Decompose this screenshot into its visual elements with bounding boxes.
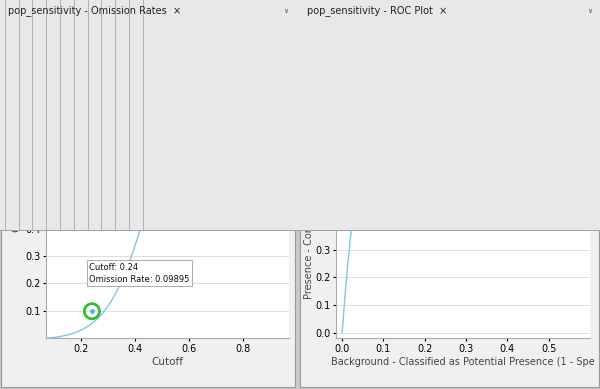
Text: pop_sensitivity - Omission Rates  ×: pop_sensitivity - Omission Rates ×	[8, 5, 181, 16]
Title: Omission Rates: Omission Rates	[109, 32, 227, 47]
Text: pop_sensitivity - ROC Plot  ×: pop_sensitivity - ROC Plot ×	[307, 5, 448, 16]
X-axis label: Cutoff: Cutoff	[151, 357, 184, 367]
Text: Cutoff: 0.24
Omission Rate: 0.09895: Cutoff: 0.24 Omission Rate: 0.09895	[89, 263, 190, 284]
X-axis label: Background - Classified as Potential Presence (1 - Spe: Background - Classified as Potential Pre…	[331, 357, 595, 367]
Y-axis label: Omission Rate: Omission Rate	[12, 156, 22, 232]
Text: ∨: ∨	[283, 8, 288, 14]
Text: ∨: ∨	[587, 8, 592, 14]
Y-axis label: Presence - Correctly Classified (Sensitivity): Presence - Correctly Classified (Sensiti…	[304, 89, 314, 299]
Title: ROC Plot: ROC Plot	[430, 32, 497, 47]
